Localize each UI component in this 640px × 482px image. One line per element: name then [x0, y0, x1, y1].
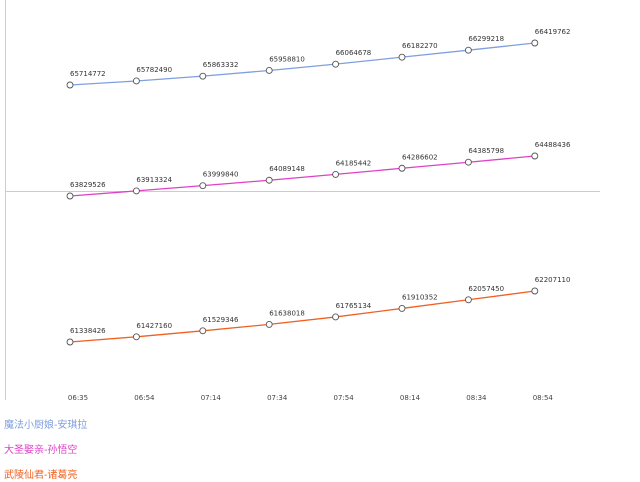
data-point[interactable]	[332, 313, 340, 321]
data-point[interactable]	[531, 39, 539, 47]
x-tick-label: 07:54	[334, 394, 355, 400]
data-point[interactable]	[332, 170, 340, 178]
data-point[interactable]	[398, 53, 406, 61]
data-label: 66064678	[336, 49, 372, 57]
data-label: 64089148	[269, 165, 305, 173]
x-tick-label: 06:35	[68, 394, 88, 400]
data-label: 61427160	[136, 322, 172, 330]
data-label: 61910352	[402, 293, 438, 301]
series-0: 65714772 65782490 65863332 65958810 66064678…	[66, 28, 571, 89]
data-label: 61338426	[70, 327, 106, 335]
data-point[interactable]	[265, 176, 273, 184]
legend-item[interactable]: 武陵仙君-诸葛亮	[4, 470, 78, 481]
x-tick-label: 08:34	[466, 394, 487, 400]
data-label: 65958810	[269, 55, 305, 63]
data-label: 65782490	[136, 66, 172, 74]
data-label: 64185442	[336, 159, 372, 167]
data-label: 66182270	[402, 42, 438, 50]
data-label: 65863332	[203, 61, 239, 69]
data-point[interactable]	[66, 192, 74, 200]
data-label: 63829526	[70, 181, 106, 189]
data-label: 63913324	[136, 176, 172, 184]
data-label: 61765134	[336, 302, 372, 310]
data-point[interactable]	[199, 182, 207, 190]
x-tick-label: 08:14	[400, 394, 421, 400]
legend-item[interactable]: 大圣娶亲-孙悟空	[4, 445, 78, 456]
data-label: 62057450	[468, 285, 504, 293]
series-line	[69, 290, 535, 343]
data-label: 65714772	[70, 70, 106, 78]
data-label: 64385798	[468, 147, 504, 155]
data-label: 66419762	[535, 28, 571, 36]
x-tick-label: 07:34	[267, 394, 288, 400]
data-point[interactable]	[265, 320, 273, 328]
series-2: 61338426 61427160 61529346 61638018 61765134…	[66, 276, 571, 346]
data-point[interactable]	[132, 187, 140, 195]
data-point[interactable]	[332, 60, 340, 68]
x-tick-label: 06:54	[134, 394, 155, 400]
data-label: 64286602	[402, 153, 438, 161]
data-label: 61529346	[203, 316, 239, 324]
data-point[interactable]	[464, 296, 472, 304]
x-tick-label: 07:14	[201, 394, 222, 400]
data-point[interactable]	[66, 338, 74, 346]
data-point[interactable]	[464, 158, 472, 166]
x-tick-label: 08:54	[533, 394, 554, 400]
data-label: 63999840	[203, 171, 239, 179]
data-point[interactable]	[464, 46, 472, 54]
series-1: 63829526 63913324 63999840 64089148 64185442…	[66, 141, 571, 200]
data-point[interactable]	[398, 164, 406, 172]
data-point[interactable]	[132, 333, 140, 341]
data-label: 64488436	[535, 141, 571, 149]
data-point[interactable]	[132, 77, 140, 85]
data-label: 61638018	[269, 309, 305, 317]
data-point[interactable]	[398, 304, 406, 312]
series-line	[69, 155, 535, 197]
data-point[interactable]	[265, 67, 273, 74]
data-point[interactable]	[199, 327, 207, 335]
line-chart: 65714772 65782490 65863332 65958810 66064678…	[5, 0, 600, 400]
data-point[interactable]	[199, 72, 207, 80]
data-point[interactable]	[66, 81, 74, 89]
data-point[interactable]	[531, 287, 539, 295]
data-point[interactable]	[531, 152, 539, 160]
legend-item[interactable]: 魔法小厨娘-安琪拉	[4, 420, 88, 431]
data-label: 66299218	[468, 35, 504, 43]
series-line	[69, 42, 535, 86]
data-label: 62207110	[535, 276, 571, 284]
